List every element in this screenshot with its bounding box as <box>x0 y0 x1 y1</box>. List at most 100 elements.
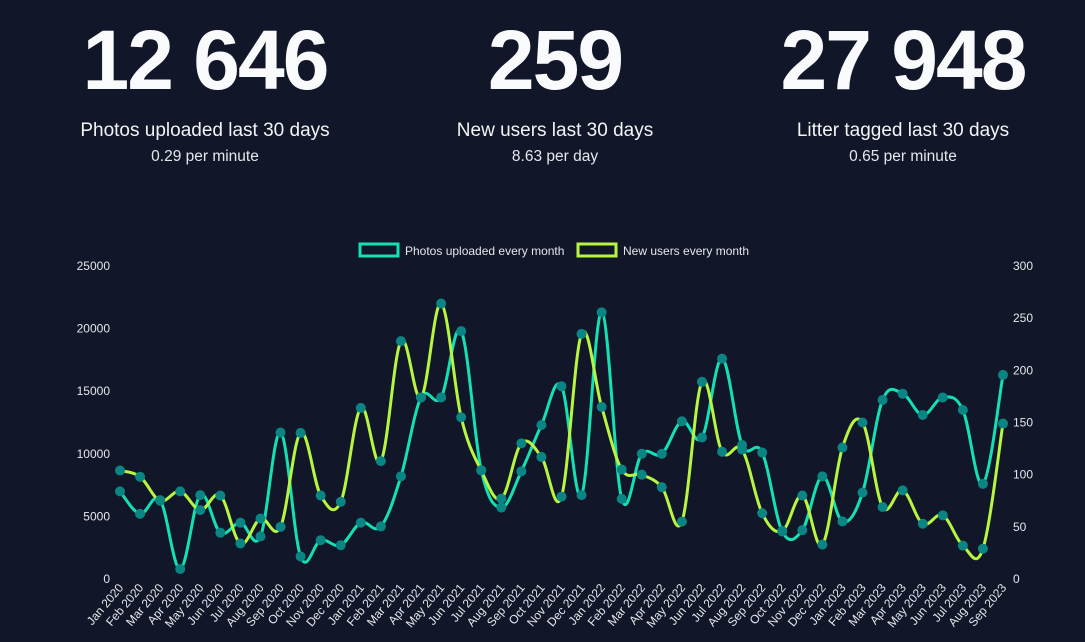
photos-data-point[interactable] <box>757 447 768 458</box>
photos-data-point[interactable] <box>977 478 988 489</box>
photos-data-point[interactable] <box>215 527 226 538</box>
photos-data-point[interactable] <box>275 427 286 438</box>
users-data-point[interactable] <box>215 490 226 501</box>
chart-legend: Photos uploaded every month New users ev… <box>358 242 749 258</box>
photos-data-point[interactable] <box>255 531 266 542</box>
photos-data-point[interactable] <box>195 490 206 501</box>
photos-data-point[interactable] <box>516 466 527 477</box>
stat-litter-rate: 0.65 per minute <box>849 148 957 165</box>
users-data-point[interactable] <box>436 298 447 309</box>
photos-data-point[interactable] <box>676 416 687 427</box>
users-data-point[interactable] <box>335 496 346 507</box>
users-data-point[interactable] <box>877 502 888 513</box>
users-data-point[interactable] <box>957 540 968 551</box>
photos-data-point[interactable] <box>496 502 507 513</box>
photos-data-point[interactable] <box>696 432 707 443</box>
users-data-point[interactable] <box>536 451 547 462</box>
photos-data-point[interactable] <box>797 525 808 536</box>
photos-data-point[interactable] <box>115 486 125 497</box>
users-data-point[interactable] <box>676 516 687 527</box>
users-data-point[interactable] <box>596 401 607 412</box>
photos-data-point[interactable] <box>556 381 567 392</box>
photos-data-point[interactable] <box>395 471 406 482</box>
users-data-point[interactable] <box>737 444 748 455</box>
users-data-point[interactable] <box>155 495 166 506</box>
photos-data-point[interactable] <box>857 487 868 498</box>
photos-data-point[interactable] <box>536 420 547 431</box>
users-data-point[interactable] <box>817 539 828 550</box>
users-data-point[interactable] <box>456 412 467 423</box>
users-data-point[interactable] <box>717 446 728 457</box>
users-data-point[interactable] <box>255 513 266 524</box>
photos-data-point[interactable] <box>817 471 828 482</box>
users-data-point[interactable] <box>917 518 928 529</box>
right-axis-tick: 150 <box>1013 416 1033 430</box>
users-data-point[interactable] <box>576 328 587 339</box>
photos-data-point[interactable] <box>576 490 587 501</box>
users-data-point[interactable] <box>937 510 948 521</box>
photos-data-point[interactable] <box>616 493 627 504</box>
photos-data-point[interactable] <box>897 388 908 399</box>
photos-data-point[interactable] <box>235 517 246 528</box>
users-data-point[interactable] <box>777 526 788 537</box>
users-data-point[interactable] <box>897 485 908 496</box>
users-data-point[interactable] <box>375 456 386 467</box>
users-data-point[interactable] <box>616 464 627 475</box>
legend-item-photos[interactable]: Photos uploaded every month <box>358 242 564 258</box>
photos-data-point[interactable] <box>998 369 1008 380</box>
users-data-point[interactable] <box>556 491 567 502</box>
legend-swatch-users <box>576 242 618 258</box>
photos-data-point[interactable] <box>837 516 848 527</box>
users-data-point[interactable] <box>295 427 306 438</box>
legend-swatch-photos <box>358 242 400 258</box>
users-data-point[interactable] <box>395 336 406 347</box>
users-data-point[interactable] <box>355 402 366 413</box>
photos-data-point[interactable] <box>315 535 326 546</box>
photos-data-point[interactable] <box>456 326 467 337</box>
users-data-point[interactable] <box>416 392 427 403</box>
photos-data-point[interactable] <box>957 404 968 415</box>
photos-data-point[interactable] <box>917 409 928 420</box>
photos-data-point[interactable] <box>335 540 346 551</box>
legend-item-users[interactable]: New users every month <box>576 242 749 258</box>
users-data-point[interactable] <box>857 417 868 428</box>
users-data-point[interactable] <box>696 376 707 387</box>
right-axis-tick: 300 <box>1013 259 1033 273</box>
users-data-point[interactable] <box>837 442 848 453</box>
left-axis-tick: 25000 <box>77 259 111 273</box>
photos-data-point[interactable] <box>877 394 888 405</box>
users-data-point[interactable] <box>496 493 507 504</box>
users-data-point[interactable] <box>797 490 808 501</box>
users-data-point[interactable] <box>998 418 1008 429</box>
right-axis-tick: 0 <box>1013 572 1020 586</box>
photos-data-point[interactable] <box>355 517 366 528</box>
photos-data-point[interactable] <box>636 448 647 459</box>
users-data-point[interactable] <box>175 486 186 497</box>
users-data-point[interactable] <box>757 508 768 519</box>
users-data-point[interactable] <box>235 538 246 549</box>
photos-data-point[interactable] <box>135 508 146 519</box>
photos-data-point[interactable] <box>436 392 447 403</box>
photos-data-point[interactable] <box>596 307 607 318</box>
left-axis-tick: 15000 <box>77 384 111 398</box>
users-data-point[interactable] <box>977 543 988 554</box>
users-data-point[interactable] <box>656 482 667 493</box>
stat-litter-value: 27 948 <box>780 13 1028 107</box>
right-axis-tick: 250 <box>1013 311 1033 325</box>
users-data-point[interactable] <box>315 490 326 501</box>
users-data-point[interactable] <box>476 465 487 476</box>
users-data-point[interactable] <box>195 505 206 516</box>
photos-data-point[interactable] <box>937 392 948 403</box>
photos-data-point[interactable] <box>717 353 728 364</box>
photos-data-point[interactable] <box>295 551 306 562</box>
users-data-point[interactable] <box>636 469 647 480</box>
photos-data-point[interactable] <box>656 448 667 459</box>
users-data-point[interactable] <box>135 471 146 482</box>
legend-label-photos: Photos uploaded every month <box>405 244 564 258</box>
users-data-point[interactable] <box>115 465 125 476</box>
users-data-point[interactable] <box>516 438 527 449</box>
photos-data-point[interactable] <box>375 521 386 532</box>
users-data-point[interactable] <box>275 521 286 532</box>
photos-data-point[interactable] <box>175 563 186 574</box>
stat-users-value: 259 <box>487 13 624 107</box>
